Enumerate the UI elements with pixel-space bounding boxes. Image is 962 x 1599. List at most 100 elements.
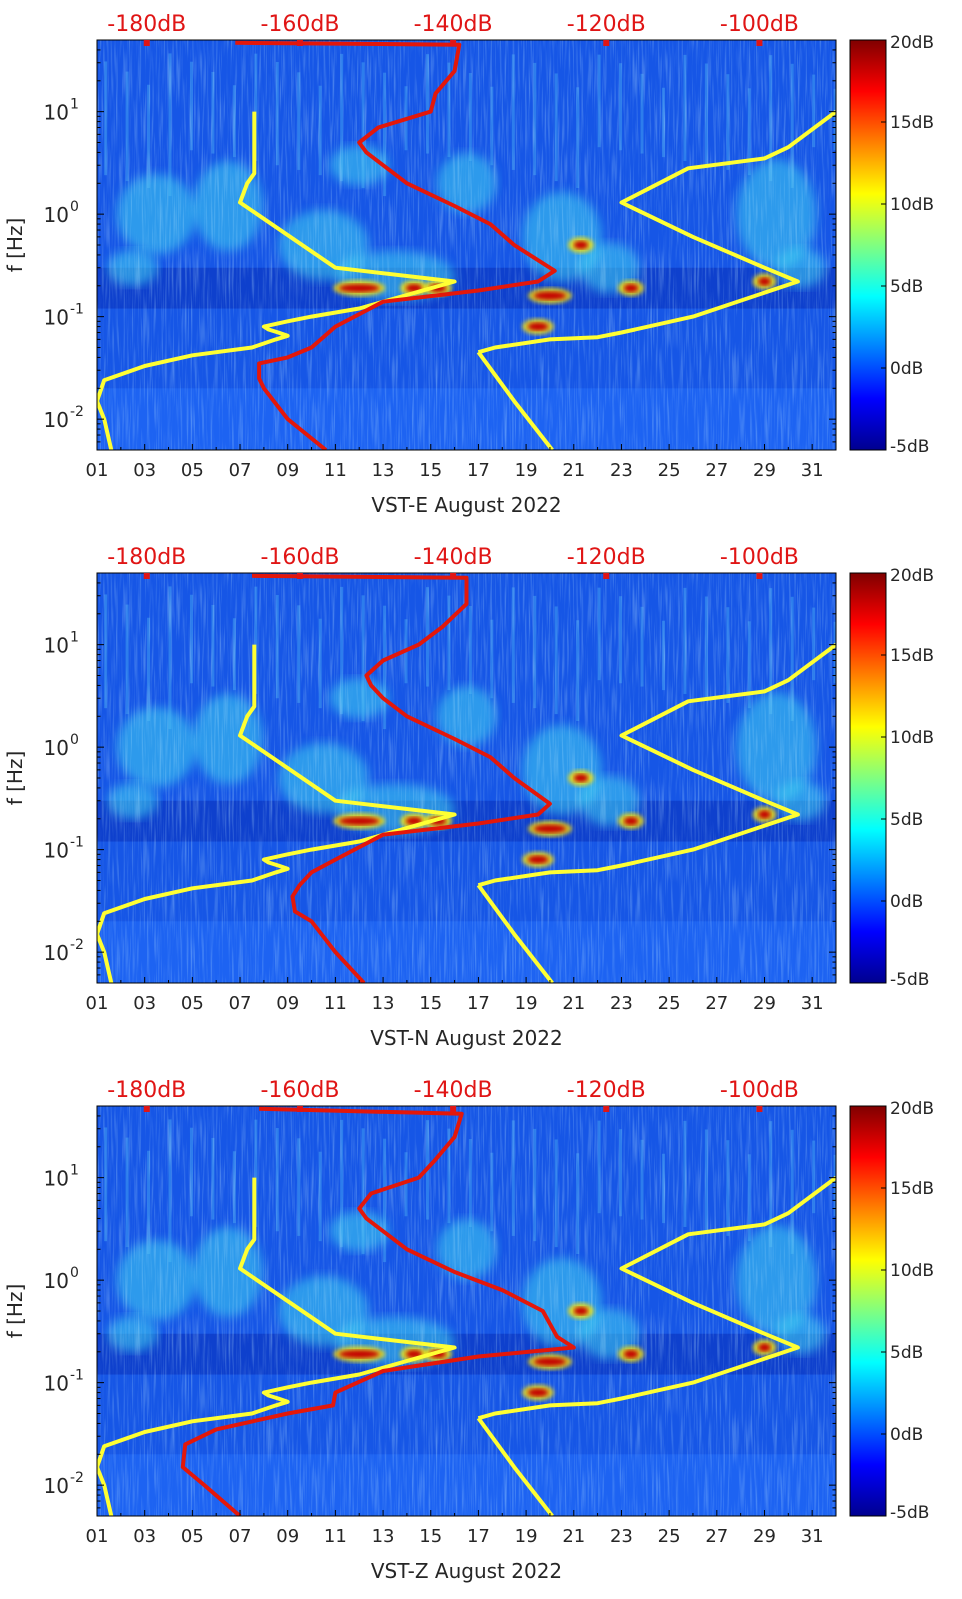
top-axis-label: -160dB (260, 545, 339, 570)
y-tick-label: 10 0 (44, 1265, 79, 1293)
x-tick-label: 11 (324, 993, 347, 1014)
x-tick-label: 17 (467, 1526, 490, 1547)
x-tick-label: 05 (181, 460, 204, 481)
y-tick-base: 10 (44, 634, 69, 658)
top-axis-tick (143, 573, 150, 579)
top-axis-tick (143, 1106, 150, 1112)
x-tick-label: 19 (515, 1526, 538, 1547)
y-tick-base: 10 (44, 1474, 69, 1498)
y-tick-base: 10 (44, 941, 69, 965)
top-axis-label: -120dB (567, 12, 646, 37)
y-tick-label: 10 1 (44, 630, 79, 658)
x-tick-label: 07 (229, 460, 252, 481)
colorbar (849, 1105, 887, 1517)
x-tick-label: 09 (276, 993, 299, 1014)
top-axis-tick (450, 573, 457, 579)
y-tick-base: 10 (44, 1372, 69, 1396)
y-tick-label: 10 -1 (44, 835, 84, 863)
colorbar-tick-label: 15dB (890, 646, 934, 666)
y-tick-label: 10 -1 (44, 1368, 84, 1396)
y-tick-exponent: 0 (70, 732, 79, 748)
x-tick-label: 25 (658, 460, 681, 481)
y-tick-exponent: 1 (70, 97, 79, 113)
x-tick-label: 21 (562, 460, 585, 481)
x-tick-label: 01 (86, 993, 109, 1014)
noise-model-curve (476, 351, 554, 450)
noise-model-curve (97, 1466, 114, 1516)
colorbar-tick-label: 0dB (890, 1425, 923, 1445)
spectrogram-hotspot-core (533, 1357, 566, 1366)
x-tick-label: 07 (229, 1526, 252, 1547)
spectrogram-image (97, 1106, 836, 1516)
x-tick-label: 11 (324, 460, 347, 481)
x-tick-label: 11 (324, 1526, 347, 1547)
x-tick-label: 23 (610, 1526, 633, 1547)
spectrogram-hotspot-core (339, 284, 380, 293)
x-tick-label: 23 (610, 460, 633, 481)
noise-model-curve (97, 933, 114, 983)
colorbar-tick-label: 20dB (890, 566, 934, 586)
top-axis-tick (603, 40, 610, 46)
colorbar-tick-label: 15dB (890, 113, 934, 133)
spectrogram-hotspot-core (573, 1307, 588, 1315)
y-tick-base: 10 (44, 736, 69, 760)
x-tick-label: 21 (562, 993, 585, 1014)
x-tick-label: 19 (515, 993, 538, 1014)
x-tick-label: 03 (133, 993, 156, 1014)
x-tick-label: 05 (181, 993, 204, 1014)
y-tick-exponent: -1 (70, 302, 84, 318)
colorbar-tick-label: 5dB (890, 810, 923, 830)
spectrogram-noise (97, 1106, 836, 1516)
top-axis-tick (603, 573, 610, 579)
y-tick-base: 10 (44, 306, 69, 330)
y-axis-label: f [Hz] (3, 218, 27, 273)
spectrogram-hotspot-core (623, 817, 638, 826)
spectrogram-hotspot-core (533, 291, 566, 300)
x-tick-label: 07 (229, 993, 252, 1014)
noise-model-curve (476, 1417, 554, 1516)
colorbar-tick-label: 5dB (890, 277, 923, 297)
top-axis-tick (756, 573, 763, 579)
y-tick-exponent: 1 (70, 1163, 79, 1179)
y-tick-exponent: 0 (70, 1265, 79, 1281)
x-tick-label: 25 (658, 1526, 681, 1547)
x-tick-label: 31 (801, 460, 824, 481)
spectrogram-image (97, 40, 836, 450)
noise-model-curve (476, 884, 554, 983)
colorbar-tick-label: 0dB (890, 892, 923, 912)
y-tick-exponent: -1 (70, 835, 84, 851)
x-tick-label: 17 (467, 460, 490, 481)
y-tick-base: 10 (44, 839, 69, 863)
spectrogram-noise (97, 40, 836, 450)
x-tick-label: 03 (133, 460, 156, 481)
colorbar (849, 39, 887, 451)
colorbar-tick-label: 10dB (890, 195, 934, 215)
x-axis-label: VST-Z August 2022 (371, 1559, 562, 1583)
noise-model-curve (477, 642, 836, 888)
x-tick-label: 29 (753, 460, 776, 481)
y-tick-label: 10 1 (44, 97, 79, 125)
top-axis-tick (296, 1106, 303, 1112)
x-tick-label: 29 (753, 1526, 776, 1547)
spectrogram-hotspot-core (573, 241, 588, 249)
spectrogram-hotspot-core (528, 1388, 549, 1397)
colorbar-tick-label: 10dB (890, 728, 934, 748)
y-tick-label: 10 -2 (44, 937, 84, 965)
x-axis-label: VST-E August 2022 (371, 493, 561, 517)
spectrogram-hotspot-core (623, 284, 638, 293)
spectrogram-hotspot-core (528, 855, 549, 864)
x-tick-label: 23 (610, 993, 633, 1014)
colorbar-tick-label: 20dB (890, 33, 934, 53)
noise-model-curve (97, 644, 457, 935)
median-psd-curve (235, 40, 557, 450)
top-axis-tick (756, 1106, 763, 1112)
y-tick-exponent: 1 (70, 630, 79, 646)
colorbar-tick-label: -5dB (890, 437, 929, 457)
top-axis-label: -160dB (260, 12, 339, 37)
x-tick-label: 27 (705, 460, 728, 481)
spectrogram-hotspot-core (533, 824, 566, 833)
noise-model-curve (477, 109, 836, 355)
spectrogram-hotspot-core (339, 1350, 380, 1359)
